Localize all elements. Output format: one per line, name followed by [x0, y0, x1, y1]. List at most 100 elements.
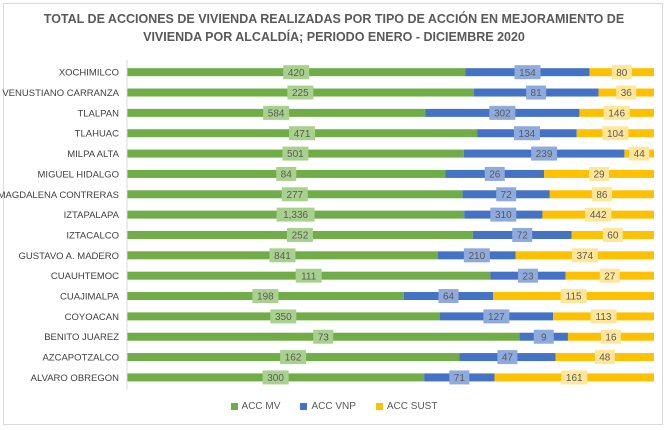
data-label-box-acc-vnp-gustavo-a-madero	[463, 248, 490, 263]
category-label-tlahuac: TLAHUAC	[75, 129, 119, 140]
data-label-acc-sust-miguel-hidalgo: 29	[593, 170, 605, 181]
data-label-box-acc-vnp-magdalena-contreras	[496, 187, 517, 202]
legend-label-acc-sust: ACC SUST	[386, 401, 438, 412]
data-label-box-acc-vnp-benito-juarez	[533, 329, 554, 344]
data-label-acc-sust-magdalena-contreras: 86	[596, 190, 608, 201]
data-label-acc-vnp-coyoacan: 127	[488, 312, 505, 323]
data-label-box-acc-vnp-tlalpan	[489, 105, 516, 120]
data-label-acc-sust-iztapalapa: 442	[590, 210, 607, 221]
category-label-benito-juarez: BENITO JUAREZ	[44, 332, 119, 343]
data-label-acc-mv-venustiano-carranza: 225	[292, 88, 309, 99]
data-label-acc-sust-venustiano-carranza: 36	[621, 88, 633, 99]
data-label-box-acc-vnp-coyoacan	[483, 309, 510, 324]
data-label-acc-vnp-benito-juarez: 9	[541, 332, 547, 343]
data-label-box-acc-mv-alvaro-obregon	[262, 370, 289, 385]
chart-title-line-1: TOTAL DE ACCIONES DE VIVIENDA REALIZADAS…	[43, 12, 625, 26]
data-label-box-acc-mv-magdalena-contreras	[281, 187, 308, 202]
data-label-box-acc-sust-miguel-hidalgo	[589, 166, 610, 181]
legend-swatch-acc-sust	[375, 403, 383, 410]
data-label-box-acc-vnp-venustiano-carranza	[526, 85, 547, 100]
data-label-box-acc-vnp-xochimilco	[514, 65, 541, 80]
data-label-acc-sust-iztacalco: 60	[607, 231, 619, 242]
data-label-acc-mv-tlahuac: 471	[294, 129, 311, 140]
chart-legend: ACC MV ACC VNP ACC SUST	[0, 401, 668, 412]
category-label-miguel-hidalgo: MIGUEL HIDALGO	[38, 169, 119, 180]
data-label-acc-mv-azcapotzalco: 162	[285, 353, 302, 364]
data-label-box-acc-mv-cuauhtemoc	[295, 268, 322, 283]
data-label-box-acc-vnp-cuajimalpa	[438, 289, 459, 304]
data-label-acc-sust-coyoacan: 113	[596, 312, 612, 323]
category-label-coyoacan: COYOACAN	[65, 312, 120, 323]
category-label-venustiano-carranza: VENUSTIANO CARRANZA	[2, 88, 119, 99]
data-label-acc-vnp-tlalpan: 302	[494, 108, 511, 119]
data-label-acc-vnp-tlahuac: 134	[519, 129, 536, 140]
data-label-acc-mv-alvaro-obregon: 300	[267, 373, 284, 384]
data-label-box-acc-vnp-tlahuac	[513, 126, 540, 141]
data-label-box-acc-sust-benito-juarez	[600, 329, 621, 344]
category-label-cuauhtemoc: CUAUHTEMOC	[51, 271, 119, 282]
data-label-acc-sust-benito-juarez: 16	[605, 332, 617, 343]
category-label-alvaro-obregon: ALVARO OBREGON	[31, 373, 119, 384]
data-label-box-acc-sust-xochimilco	[611, 65, 632, 80]
data-label-box-acc-mv-xochimilco	[283, 65, 310, 80]
data-label-box-acc-sust-cuauhtemoc	[599, 268, 620, 283]
data-label-acc-mv-benito-juarez: 73	[318, 332, 330, 343]
data-label-acc-mv-iztacalco: 252	[292, 231, 309, 242]
category-label-magdalena-contreras: MAGDALENA CONTRERAS	[0, 190, 119, 201]
data-label-acc-mv-milpa-alta: 501	[287, 149, 304, 160]
data-label-acc-vnp-cuajimalpa: 64	[443, 292, 455, 303]
data-label-acc-vnp-gustavo-a-madero: 210	[469, 251, 486, 262]
data-label-acc-mv-miguel-hidalgo: 84	[281, 170, 293, 181]
data-label-box-acc-mv-gustavo-a-madero	[269, 248, 296, 263]
data-label-box-acc-mv-coyoacan	[270, 309, 297, 324]
category-label-milpa-alta: MILPA ALTA	[67, 149, 119, 160]
data-label-acc-vnp-cuauhtemoc: 23	[522, 271, 534, 282]
data-label-acc-mv-magdalena-contreras: 277	[286, 190, 303, 201]
data-label-acc-sust-tlalpan: 146	[608, 108, 625, 119]
data-label-acc-vnp-miguel-hidalgo: 26	[489, 170, 501, 181]
data-label-box-acc-sust-iztacalco	[602, 227, 623, 242]
category-label-cuajimalpa: CUAJIMALPA	[60, 292, 120, 303]
data-label-acc-mv-cuajimalpa: 198	[257, 292, 274, 303]
data-label-acc-vnp-iztapalapa: 310	[495, 210, 512, 221]
data-label-acc-sust-alvaro-obregon: 161	[566, 373, 583, 384]
category-label-iztacalco: IZTACALCO	[66, 230, 119, 241]
data-label-box-acc-vnp-alvaro-obregon	[449, 370, 470, 385]
data-label-box-acc-sust-azcapotzalco	[594, 350, 615, 365]
legend-swatch-acc-vnp	[300, 403, 308, 410]
data-label-acc-vnp-azcapotzalco: 47	[502, 353, 514, 364]
data-label-box-acc-mv-tlalpan	[263, 105, 290, 120]
data-label-acc-sust-xochimilco: 80	[616, 68, 628, 79]
data-label-acc-vnp-milpa-alta: 239	[536, 149, 553, 160]
category-label-gustavo-a-madero: GUSTAVO A. MADERO	[19, 251, 119, 262]
legend-item-acc-sust: ACC SUST	[375, 401, 438, 412]
data-label-box-acc-mv-benito-juarez	[313, 329, 334, 344]
category-label-tlalpan: TLALPAN	[77, 108, 119, 119]
data-label-box-acc-mv-venustiano-carranza	[287, 85, 314, 100]
data-label-box-acc-sust-coyoacan	[590, 309, 617, 324]
data-label-acc-sust-milpa-alta: 44	[634, 149, 646, 160]
legend-swatch-acc-mv	[230, 403, 238, 410]
data-label-box-acc-vnp-cuauhtemoc	[517, 268, 538, 283]
data-label-acc-sust-gustavo-a-madero: 374	[576, 251, 593, 262]
legend-label-acc-vnp: ACC VNP	[311, 401, 356, 412]
category-label-azcapotzalco: AZCAPOTZALCO	[42, 353, 119, 364]
data-label-box-acc-mv-miguel-hidalgo	[276, 166, 297, 181]
data-label-acc-mv-gustavo-a-madero: 841	[274, 251, 291, 262]
data-label-acc-vnp-alvaro-obregon: 71	[454, 373, 466, 384]
data-label-acc-mv-iztapalapa: 1,336	[283, 210, 308, 221]
data-label-acc-sust-cuajimalpa: 115	[566, 292, 582, 303]
data-label-box-acc-mv-milpa-alta	[282, 146, 309, 161]
data-label-box-acc-mv-azcapotzalco	[280, 350, 307, 365]
data-label-acc-sust-tlahuac: 104	[607, 129, 624, 140]
category-label-xochimilco: XOCHIMILCO	[59, 68, 119, 79]
data-label-box-acc-sust-iztapalapa	[585, 207, 612, 222]
data-label-box-acc-sust-alvaro-obregon	[561, 370, 588, 385]
data-label-acc-sust-azcapotzalco: 48	[599, 353, 611, 364]
data-label-acc-vnp-venustiano-carranza: 81	[531, 88, 543, 99]
category-label-iztapalapa: IZTAPALAPA	[64, 210, 120, 221]
data-label-box-acc-vnp-azcapotzalco	[497, 350, 518, 365]
data-label-box-acc-sust-venustiano-carranza	[616, 85, 637, 100]
data-label-box-acc-mv-tlahuac	[289, 126, 316, 141]
